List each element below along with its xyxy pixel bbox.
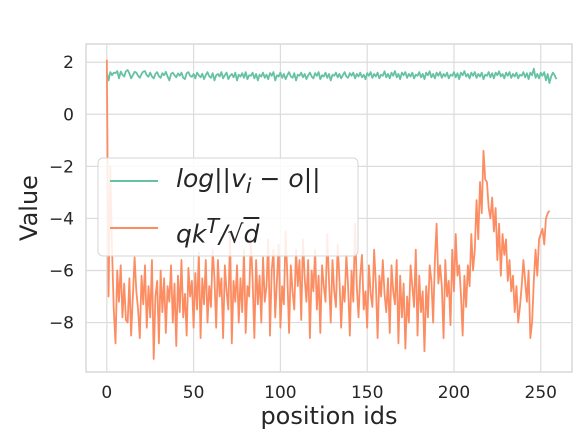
legend-label-1: qkT/√d	[176, 214, 260, 248]
x-tick-label: 50	[183, 383, 205, 403]
y-tick-label: −6	[49, 261, 74, 281]
y-tick-label: −2	[49, 157, 74, 177]
legend: log||vi − o|| qkT/√d	[97, 157, 359, 257]
series-line-1	[105, 59, 551, 360]
series-lines	[105, 59, 558, 360]
x-tick-labels: 0 50 100 150 200 250	[101, 383, 557, 403]
x-tick-label: 0	[101, 383, 112, 403]
legend-box	[97, 157, 359, 257]
legend-label-0: log||vi − o||	[176, 164, 321, 198]
y-tick-labels: 2 0 −2 −4 −6 −8	[49, 53, 74, 333]
y-tick-label: −4	[49, 209, 74, 229]
x-axis-label: position ids	[260, 402, 397, 430]
y-tick-label: 2	[63, 53, 74, 73]
y-tick-label: −8	[49, 314, 74, 334]
x-tick-label: 250	[525, 383, 557, 403]
x-tick-label: 100	[264, 383, 296, 403]
series-line-0	[105, 67, 558, 84]
y-axis-label: Value	[15, 175, 43, 241]
y-tick-label: 0	[63, 105, 74, 125]
x-tick-label: 150	[351, 383, 383, 403]
x-tick-label: 200	[438, 383, 470, 403]
